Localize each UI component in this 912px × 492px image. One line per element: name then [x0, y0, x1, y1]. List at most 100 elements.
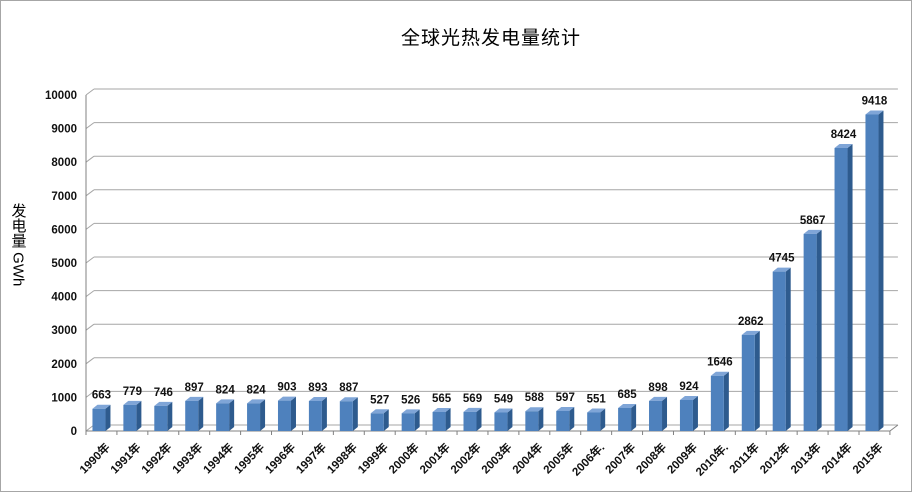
bar-side-face	[476, 407, 482, 431]
bar	[803, 233, 817, 431]
y-tick-label: 5000	[51, 258, 77, 270]
bar-side-face	[538, 407, 544, 431]
bar-top-face	[741, 330, 760, 335]
bar-side-face	[847, 143, 853, 431]
bar-side-face	[136, 400, 142, 431]
x-tick-label: 2012年	[757, 440, 793, 476]
y-axis-title: 发电量 GWh	[9, 203, 27, 287]
data-label: 824	[216, 384, 236, 396]
data-label: 898	[648, 382, 668, 394]
bar-top-face	[308, 396, 327, 401]
bar	[216, 403, 230, 431]
bar-top-face	[587, 408, 606, 413]
y-tick-label: 6000	[51, 224, 77, 236]
gridline-depth-segment	[85, 390, 95, 398]
bar-top-face	[185, 396, 204, 401]
data-label: 9418	[862, 96, 888, 108]
bar-top-face	[649, 396, 668, 401]
bar	[154, 405, 168, 431]
gridline-depth-segment	[85, 189, 95, 197]
bar-side-face	[723, 371, 729, 431]
y-tick-label: 10000	[45, 90, 77, 102]
bar-top-face	[339, 397, 358, 402]
bar-side-face	[383, 409, 389, 431]
bar-top-face	[710, 371, 729, 376]
y-tick-label: 3000	[51, 325, 77, 337]
gridline-depth-segment	[85, 88, 95, 96]
bar-side-face	[229, 399, 235, 431]
x-tick-label: 2008年	[633, 440, 669, 476]
chart-title: 全球光热发电量统计	[400, 28, 581, 49]
bar-top-face	[370, 409, 389, 414]
bar-top-face	[525, 407, 544, 412]
bar-top-face	[247, 399, 266, 404]
bar-side-face	[167, 401, 173, 431]
bar	[525, 411, 539, 431]
data-label: 526	[401, 394, 420, 406]
bar-top-face	[865, 110, 884, 115]
data-label: 903	[277, 382, 296, 394]
bar	[339, 401, 353, 431]
x-tick-label: 2002年	[447, 440, 483, 476]
gridline-depth-segment	[85, 155, 95, 163]
x-tick-label: 1997年	[293, 440, 329, 476]
bar-side-face	[198, 396, 204, 431]
data-label: 8424	[831, 129, 857, 141]
gridline-depth-segment	[85, 323, 95, 331]
bar	[741, 334, 755, 431]
bar-side-face	[507, 408, 513, 431]
gridline-depth-segment	[85, 256, 95, 264]
bar-top-face	[154, 401, 173, 406]
bar-top-face	[463, 407, 482, 412]
bar	[370, 413, 384, 431]
data-label: 597	[556, 392, 575, 404]
data-label: 1646	[707, 357, 733, 369]
x-tick-label: 1995年	[231, 440, 267, 476]
x-tick-label: 2000年	[386, 440, 422, 476]
bar-top-face	[123, 400, 142, 405]
bar-side-face	[600, 408, 606, 431]
x-tick-label: 2001年	[417, 440, 453, 476]
data-label: 588	[525, 392, 545, 404]
bar-top-face	[494, 408, 513, 413]
bar	[401, 413, 415, 431]
bar	[123, 404, 137, 431]
y-tick-label: 0	[71, 426, 77, 438]
data-label: 897	[185, 382, 204, 394]
data-label: 685	[618, 389, 638, 401]
x-tick-label: 2006年.	[569, 440, 607, 478]
x-tick-label: 1998年	[324, 440, 360, 476]
x-tick-label: 2003年	[478, 440, 514, 476]
gridline-depth-segment	[85, 290, 95, 298]
gridline-depth-segment	[85, 357, 95, 365]
bar	[463, 411, 477, 431]
bar	[865, 114, 879, 431]
bar-side-face	[445, 408, 451, 431]
bar-side-face	[785, 267, 791, 431]
bar	[649, 400, 663, 431]
data-label: 824	[246, 384, 266, 396]
bar	[679, 399, 693, 431]
y-tick-label: 4000	[51, 292, 77, 304]
bar-side-face	[569, 406, 575, 431]
bar-top-face	[834, 143, 853, 148]
data-label: 663	[92, 390, 111, 402]
floor-right-edge	[889, 424, 899, 432]
bar-side-face	[754, 330, 760, 431]
y-tick-label: 2000	[51, 359, 77, 371]
data-label: 569	[463, 393, 482, 405]
bar	[587, 412, 601, 431]
data-label: 549	[494, 394, 513, 406]
bar-side-face	[105, 404, 111, 431]
bar-top-face	[618, 403, 637, 408]
bar	[92, 408, 106, 431]
x-tick-label: 1991年	[107, 440, 143, 476]
x-tick-label: 1992年	[138, 440, 174, 476]
x-tick-label: 2014年	[819, 440, 855, 476]
bar	[247, 403, 261, 431]
bar-side-face	[631, 403, 637, 431]
bar-side-face	[662, 396, 668, 431]
bar	[834, 147, 848, 431]
bar-side-face	[414, 409, 420, 431]
